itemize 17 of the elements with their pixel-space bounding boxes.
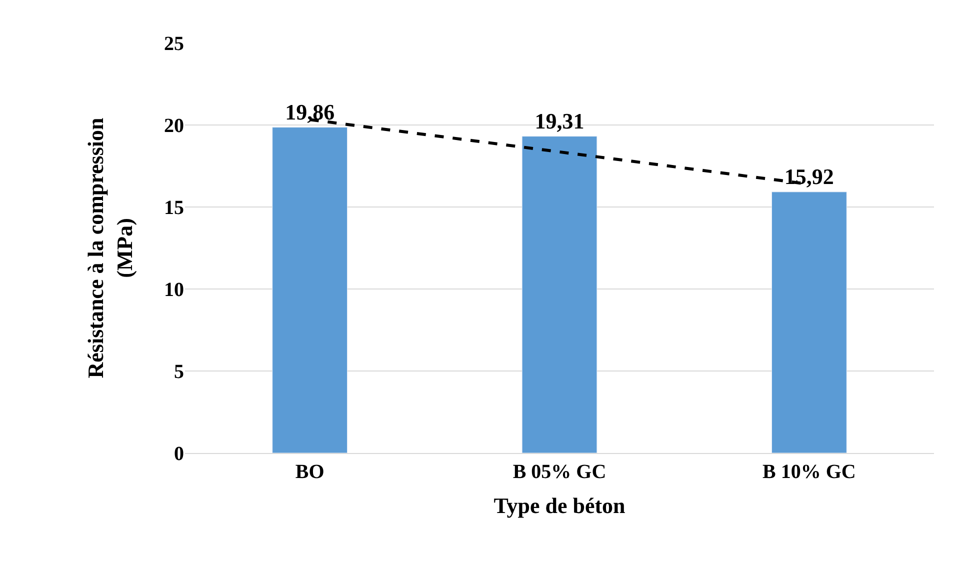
data-label: 15,92 — [784, 164, 834, 189]
x-tick-label: BO — [295, 461, 324, 483]
x-tick-label: B 05% GC — [512, 461, 606, 483]
data-label: 19,31 — [534, 108, 584, 134]
y-tick-label: 20 — [164, 115, 184, 137]
x-tick-label: B 10% GC — [762, 461, 856, 483]
x-axis-title: Type de béton — [494, 492, 626, 518]
y-tick-label: 25 — [164, 33, 184, 55]
y-axis-title: Résistance à la compression (MPa) — [83, 118, 137, 378]
y-tick-label: 0 — [174, 443, 184, 465]
bar — [272, 127, 348, 453]
y-tick-label: 5 — [174, 361, 184, 383]
data-label: 19,86 — [285, 99, 335, 124]
y-tick-label: 15 — [164, 197, 184, 219]
bar — [771, 192, 847, 453]
bar — [522, 136, 598, 453]
y-tick-label: 10 — [164, 279, 184, 301]
